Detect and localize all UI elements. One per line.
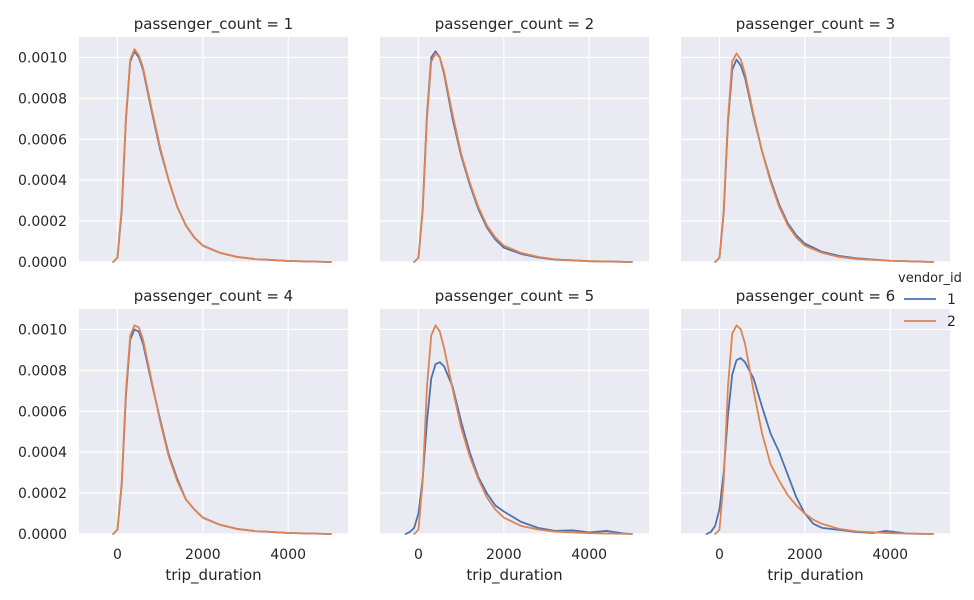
x-tick-label: 0 <box>113 547 122 563</box>
y-tick-label: 0.0010 <box>18 322 67 338</box>
facet-panel-3: passenger_count = 3 <box>681 15 950 263</box>
y-tick-label: 0.0002 <box>18 486 67 502</box>
y-tick-label: 0.0000 <box>18 255 67 271</box>
density-line-vendor-2 <box>714 324 934 535</box>
panel-title: passenger_count = 5 <box>435 287 594 306</box>
x-tick-label: 4000 <box>270 547 306 563</box>
y-tick-label: 0.0004 <box>18 173 67 189</box>
x-tick-label: 2000 <box>185 547 221 563</box>
panel-title: passenger_count = 1 <box>134 15 293 34</box>
facet-panel-1: passenger_count = 1 0.0000 0.0002 0.0004 0.0… <box>18 15 348 271</box>
facet-panel-4: passenger_count = 4 0.0000 0.0002 0.0004 0.0… <box>18 287 348 585</box>
y-tick-label: 0.0000 <box>18 527 67 543</box>
legend-title: vendor_id <box>898 271 962 286</box>
y-tick-label: 0.0002 <box>18 214 67 230</box>
x-axis-label: trip_duration <box>767 566 863 585</box>
x-tick-label: 0 <box>414 547 423 563</box>
panel-title: passenger_count = 6 <box>736 287 895 306</box>
legend-label-vendor-2: 2 <box>947 314 956 330</box>
x-tick-label: 0 <box>715 547 724 563</box>
legend: vendor_id 1 2 <box>898 271 962 330</box>
density-line-vendor-2 <box>112 324 332 535</box>
density-line-vendor-2 <box>413 52 633 263</box>
x-tick-label: 4000 <box>571 547 607 563</box>
y-tick-label: 0.0008 <box>18 363 67 379</box>
x-tick-label: 4000 <box>872 547 908 563</box>
x-tick-label: 2000 <box>787 547 823 563</box>
legend-label-vendor-1: 1 <box>947 292 956 308</box>
y-tick-label: 0.0006 <box>18 404 67 420</box>
panel-title: passenger_count = 2 <box>435 15 594 34</box>
density-line-vendor-2 <box>112 48 332 263</box>
facet-panel-2: passenger_count = 2 <box>380 15 649 263</box>
panel-title: passenger_count = 3 <box>736 15 895 34</box>
y-tick-label: 0.0008 <box>18 91 67 107</box>
density-line-vendor-2 <box>714 52 934 263</box>
x-axis-label: trip_duration <box>466 566 562 585</box>
panel-title: passenger_count = 4 <box>134 287 293 306</box>
facet-panel-5: passenger_count = 5 0 2000 4000 trip_duratio… <box>380 287 649 585</box>
density-line-vendor-2 <box>413 324 633 535</box>
x-axis-label: trip_duration <box>165 566 261 585</box>
y-tick-label: 0.0004 <box>18 445 67 461</box>
y-tick-label: 0.0010 <box>18 50 67 66</box>
y-tick-label: 0.0006 <box>18 132 67 148</box>
x-tick-label: 2000 <box>486 547 522 563</box>
facet-panel-6: passenger_count = 6 0 2000 4000 trip_duratio… <box>681 287 950 585</box>
